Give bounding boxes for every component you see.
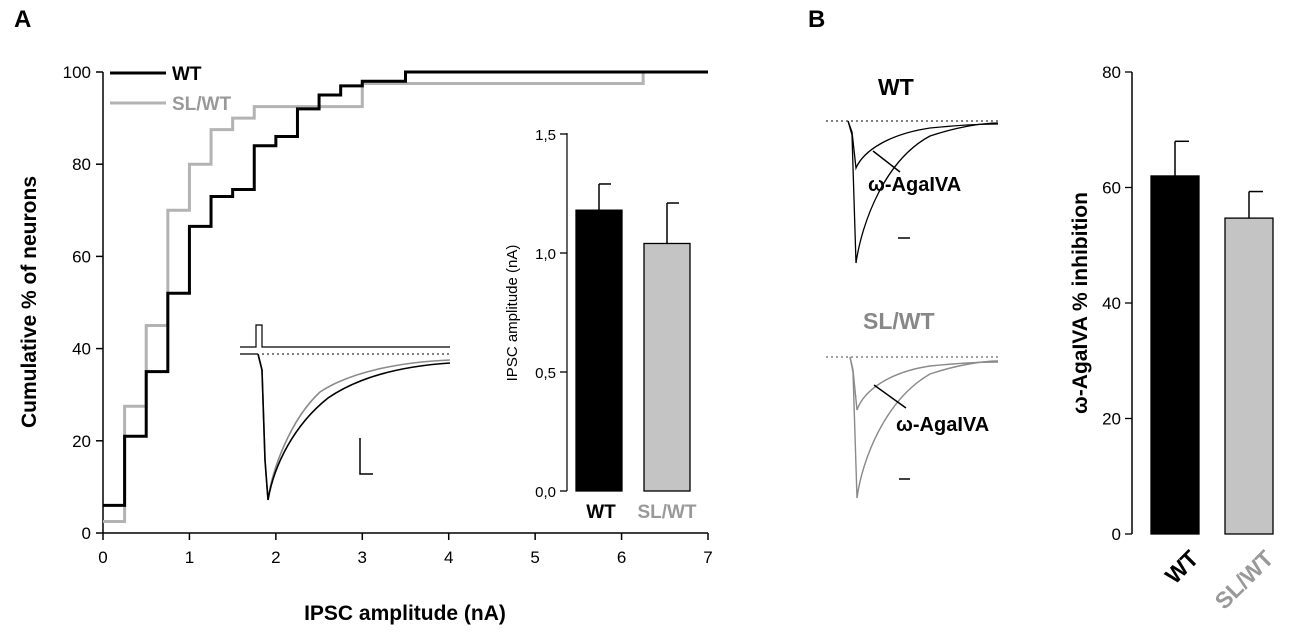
a-y-tick-label: 80	[72, 155, 91, 174]
b-y-axis-title: ω-AgaIVA % inhibition	[1069, 192, 1092, 414]
trace-title-slwt: SL/WT	[863, 308, 935, 334]
stimulus-step	[240, 324, 450, 348]
inset-bars	[575, 183, 691, 492]
inset-y-tick-label: 1,5	[535, 127, 556, 144]
b-y-ticks: 0 20 40 60 80	[1102, 63, 1132, 544]
a-x-tick-label: 7	[703, 548, 712, 567]
inset-xtick-slwt: SL/WT	[637, 502, 696, 523]
inset-bar-wt	[575, 209, 623, 492]
wt-agent-label: ω-AgaIVA	[868, 174, 961, 196]
scale-bar	[359, 438, 373, 475]
a-y-tick-label: 60	[72, 247, 91, 266]
inset-y-tick-label: 0,5	[535, 365, 556, 382]
b-traces-wt: WT ω-AgaIVA	[826, 74, 1000, 264]
ipsc-trace-slwt	[257, 353, 451, 501]
trace-title-wt: WT	[878, 74, 914, 100]
a-inset-bar-chart: 0,0 0,5 1,0 1,5 IPSC amplitude (nA) WT SL/W…	[504, 127, 697, 523]
a-x-ticks: 0 1 2 3 4 5 6 7	[98, 533, 713, 567]
a-y-tick-label: 0	[82, 524, 91, 543]
legend-label-wt: WT	[172, 64, 202, 85]
a-x-axis-title: IPSC amplitude (nA)	[304, 602, 506, 625]
panel-label-b: B	[808, 6, 825, 33]
a-inset-trace	[240, 324, 452, 501]
inset-y-tick-label: 0,0	[535, 484, 556, 501]
slwt-pointer-line	[873, 384, 907, 409]
slwt-agent-label: ω-AgaIVA	[896, 414, 989, 436]
b-bar-chart: 0 20 40 60 80 ω-AgaIVA % inhibition WT SL/WT	[1069, 63, 1279, 614]
a-x-tick-label: 0	[98, 548, 107, 567]
a-x-tick-label: 4	[444, 548, 453, 567]
a-y-ticks: 0 20 40 60 80 100	[63, 63, 103, 543]
legend: WT SL/WT	[110, 64, 231, 115]
a-y-tick-label: 100	[63, 63, 91, 82]
b-y-tick-label: 80	[1102, 63, 1121, 82]
b-y-tick-label: 20	[1102, 410, 1121, 429]
b-bar-slwt	[1224, 217, 1274, 535]
a-x-tick-label: 6	[617, 548, 626, 567]
panel-label-a: A	[14, 6, 31, 33]
legend-label-slwt: SL/WT	[172, 94, 231, 115]
wt-agaiva-trace	[847, 120, 999, 171]
b-traces-slwt: SL/WT ω-AgaIVA	[826, 308, 1000, 499]
b-bar-wt	[1150, 175, 1200, 535]
a-x-tick-label: 2	[271, 548, 280, 567]
a-x-tick-label: 5	[530, 548, 539, 567]
b-xtick-slwt: SL/WT	[1210, 545, 1279, 614]
b-y-tick-label: 60	[1102, 179, 1121, 198]
inset-y-ticks: 0,0 0,5 1,0 1,5	[535, 127, 567, 501]
a-y-tick-label: 20	[72, 432, 91, 451]
b-xtick-wt: WT	[1160, 545, 1204, 589]
b-y-tick-label: 40	[1102, 294, 1121, 313]
b-bars	[1150, 140, 1274, 535]
a-y-axis-title: Cumulative % of neurons	[18, 176, 41, 428]
a-y-tick-label: 40	[72, 340, 91, 359]
inset-bar-slwt	[643, 242, 691, 492]
wt-pointer-line	[872, 150, 901, 173]
series-line-wt	[103, 70, 708, 507]
inset-y-tick-label: 1,0	[535, 246, 556, 263]
b-y-tick-label: 0	[1112, 525, 1121, 544]
a-x-tick-label: 3	[358, 548, 367, 567]
inset-y-axis-title: IPSC amplitude (nA)	[504, 245, 521, 382]
inset-xtick-wt: WT	[586, 502, 616, 523]
slwt-agaiva-trace	[849, 356, 999, 411]
ipsc-trace-wt	[257, 353, 451, 501]
a-x-tick-label: 1	[185, 548, 194, 567]
